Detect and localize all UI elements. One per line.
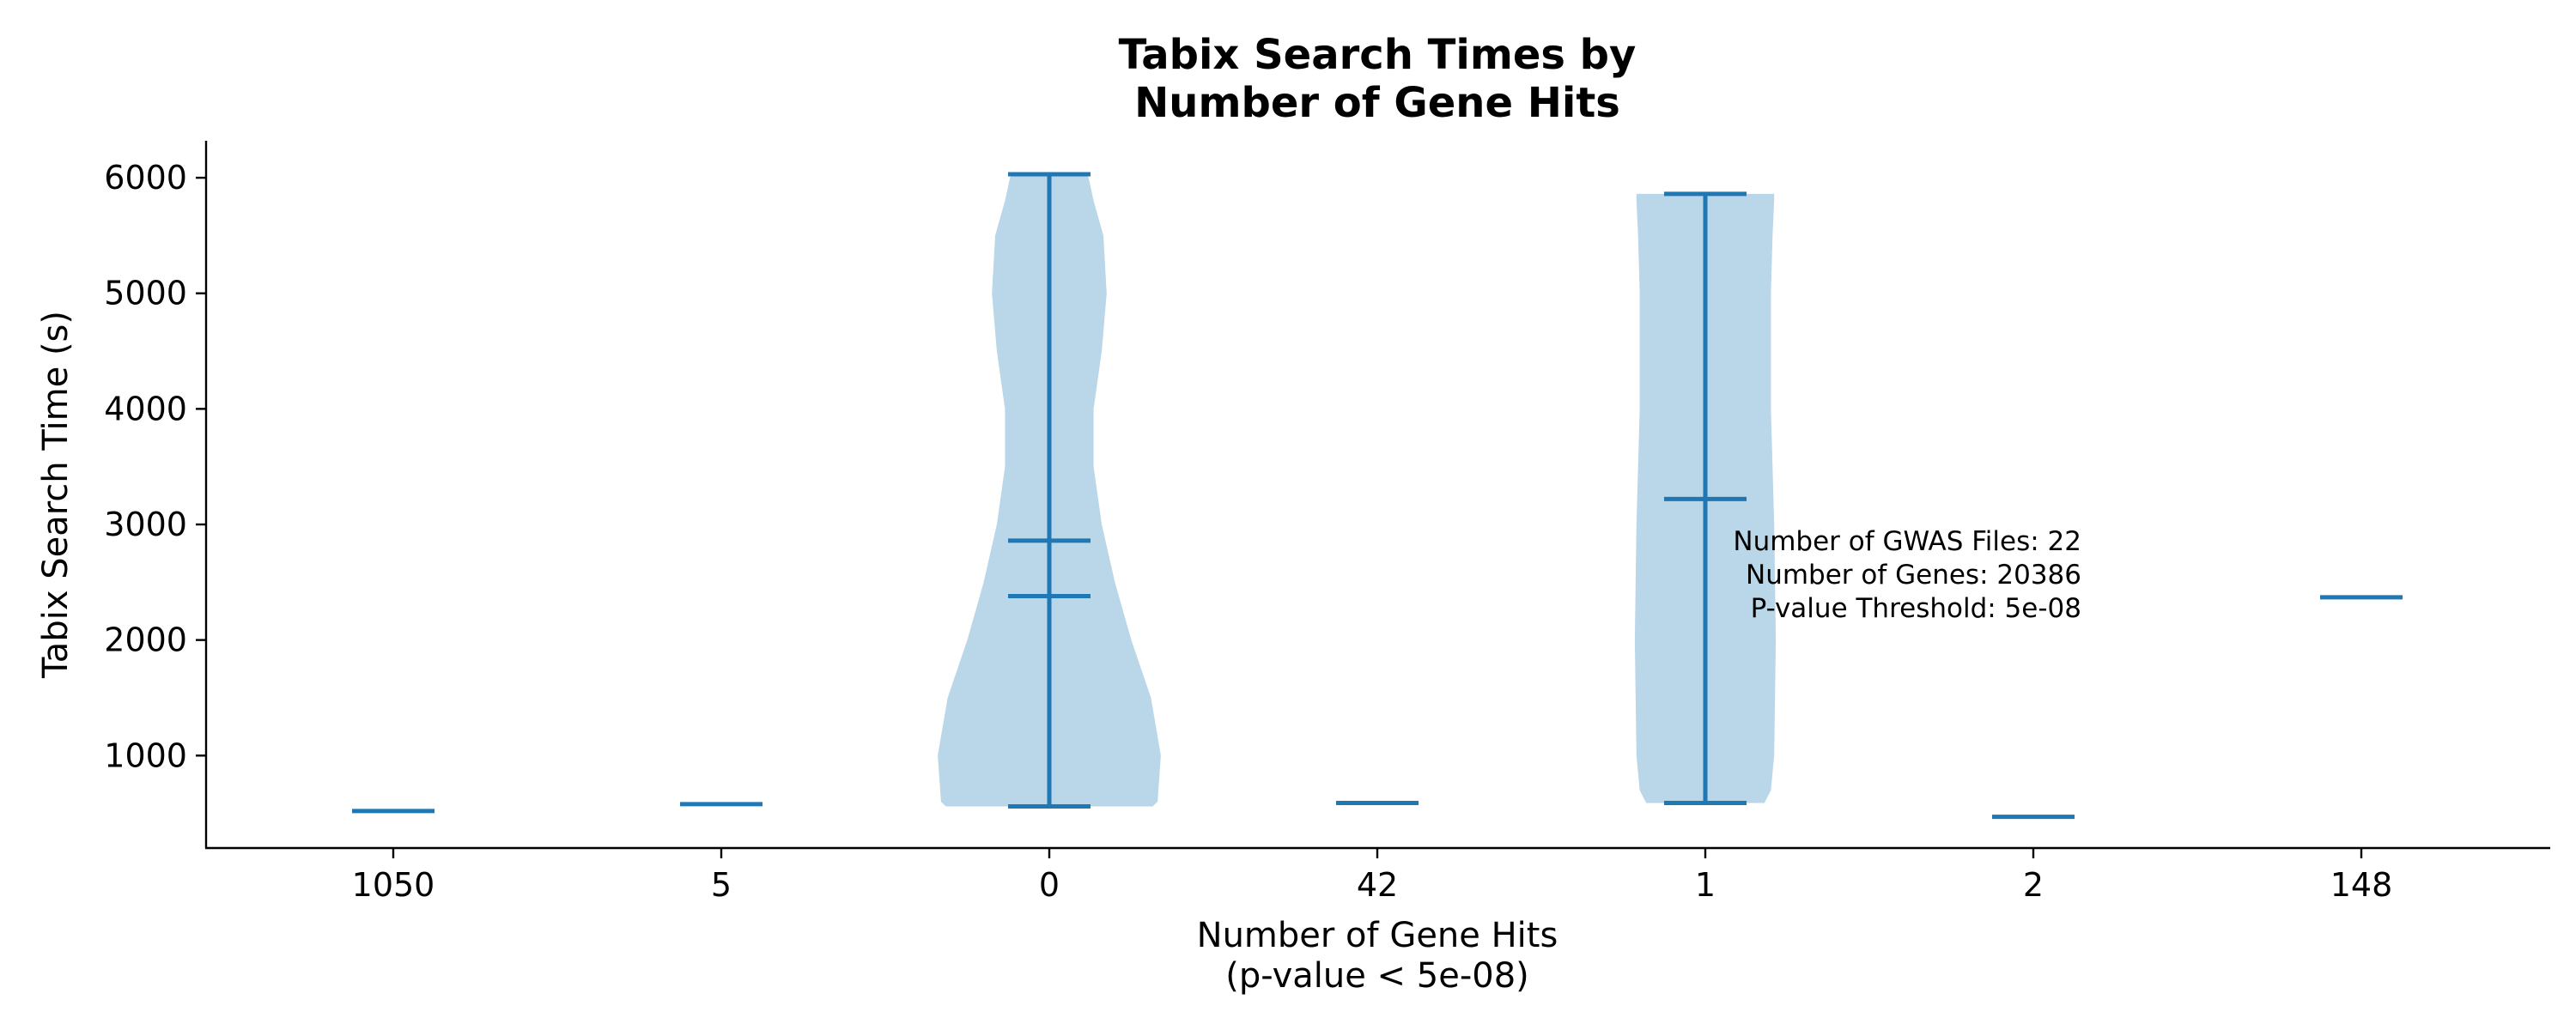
chart-title-line-2: Number of Gene Hits [1134, 79, 1620, 127]
y-tick-label: 3000 [104, 506, 187, 543]
x-tick-label: 5 [711, 866, 732, 904]
y-axis-label: Tabix Search Time (s) [36, 311, 76, 679]
x-tick-label: 148 [2330, 866, 2393, 904]
x-tick-label: 1 [1695, 866, 1716, 904]
y-tick-label: 6000 [104, 159, 187, 197]
violin-series [352, 172, 2403, 820]
x-axis-label-line-1: Number of Gene Hits [1197, 916, 1558, 955]
x-tick-label: 0 [1039, 866, 1060, 904]
chart-title-line-1: Tabix Search Times by [1119, 31, 1637, 79]
y-tick-label: 1000 [104, 736, 187, 774]
x-tick-label: 1050 [352, 866, 435, 904]
x-tick-label: 2 [2023, 866, 2044, 904]
annotation-number-of-genes: Number of Genes: 20386 [1746, 560, 2081, 591]
y-tick-label: 4000 [104, 390, 187, 427]
y-axis-ticks: 1000 2000 3000 4000 5000 6000 [104, 159, 206, 774]
y-tick-label: 2000 [104, 621, 187, 659]
y-tick-label: 5000 [104, 275, 187, 312]
x-tick-label: 42 [1357, 866, 1398, 904]
x-axis-label-line-2: (p-value < 5e-08) [1225, 956, 1529, 996]
annotation-p-value-threshold: P-value Threshold: 5e-08 [1751, 593, 2081, 624]
x-axis-ticks: 1050 5 0 42 1 2 148 [352, 848, 2393, 904]
annotation-gwas-files: Number of GWAS Files: 22 [1733, 526, 2081, 557]
